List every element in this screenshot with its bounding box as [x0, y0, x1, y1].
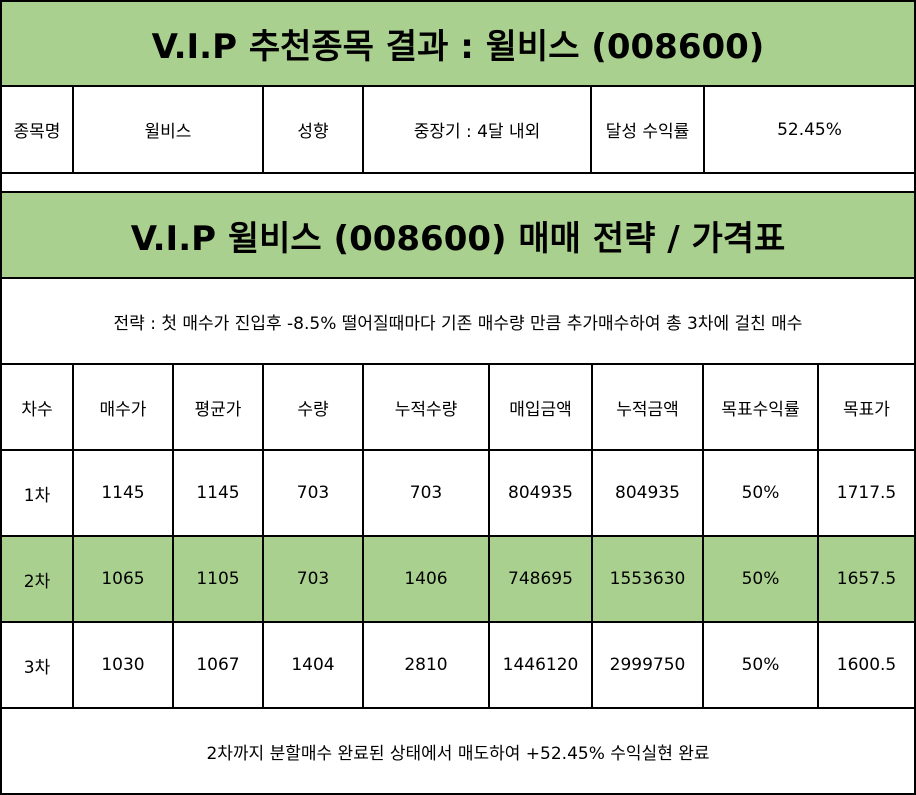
result-note: 2차까지 분할매수 완료된 상태에서 매도하여 +52.45% 수익실현 완료: [206, 743, 710, 764]
table-cell: 1030: [74, 623, 174, 707]
return-label: 달성 수익률: [592, 87, 705, 172]
table-cell: 1600.5: [836, 655, 897, 675]
column-header: 누적금액: [593, 365, 704, 449]
table-cell: 804935: [593, 451, 704, 535]
column-header: 평균가: [174, 365, 264, 449]
table-cell: 1145: [174, 451, 264, 535]
table-cell: 50%: [704, 623, 819, 707]
table-cell: 1067: [174, 623, 264, 707]
style-label: 성향: [264, 87, 364, 172]
table-cell: 1차: [2, 451, 74, 535]
column-header: 수량: [264, 365, 364, 449]
table-cell: 703: [264, 537, 364, 621]
stock-name-label: 종목명: [2, 87, 74, 172]
table-cell: 703: [264, 451, 364, 535]
table-row: 1차 1145 1145 703 703 804935 804935 50% 1…: [0, 451, 916, 537]
column-header: 목표가: [843, 399, 890, 420]
table-cell: 2차: [2, 537, 74, 621]
main-title: V.I.P 추천종목 결과 : 윌비스 (008600): [151, 27, 765, 67]
table-row-highlighted: 2차 1065 1105 703 1406 748695 1553630 50%…: [0, 537, 916, 623]
table-cell: 703: [364, 451, 490, 535]
table-cell: 1406: [364, 537, 490, 621]
column-header: 매입금액: [490, 365, 593, 449]
strategy-text: 전략 : 첫 매수가 진입후 -8.5% 떨어질때마다 기존 매수량 만큼 추가…: [113, 313, 803, 334]
table-row: 3차 1030 1067 1404 2810 1446120 2999750 5…: [0, 623, 916, 709]
table-cell: 2999750: [593, 623, 704, 707]
main-title-bar: V.I.P 추천종목 결과 : 윌비스 (008600): [0, 0, 916, 87]
column-header: 목표수익률: [704, 365, 819, 449]
table-cell: 1145: [74, 451, 174, 535]
strategy-title: V.I.P 윌비스 (008600) 매매 전략 / 가격표: [130, 218, 786, 259]
table-cell: 748695: [490, 537, 593, 621]
table-cell: 2810: [364, 623, 490, 707]
table-cell: 50%: [704, 451, 819, 535]
table-cell: 1404: [264, 623, 364, 707]
table-cell: 1717.5: [836, 483, 897, 503]
strategy-row: 전략 : 첫 매수가 진입후 -8.5% 떨어질때마다 기존 매수량 만큼 추가…: [0, 279, 916, 365]
table-cell: 1446120: [490, 623, 593, 707]
table-cell: 804935: [490, 451, 593, 535]
info-row: 종목명 윌비스 성향 중장기 : 4달 내외 달성 수익률 52.45%: [0, 87, 916, 174]
table-cell: 1105: [174, 537, 264, 621]
column-header: 매수가: [74, 365, 174, 449]
column-header: 누적수량: [364, 365, 490, 449]
table-cell: 1657.5: [836, 569, 897, 589]
table-cell: 50%: [704, 537, 819, 621]
return-value: 52.45%: [777, 119, 842, 140]
column-header: 차수: [2, 365, 74, 449]
table-cell: 1553630: [593, 537, 704, 621]
table-header-row: 차수 매수가 평균가 수량 누적수량 매입금액 누적금액 목표수익률 목표가: [0, 365, 916, 451]
result-note-row: 2차까지 분할매수 완료된 상태에서 매도하여 +52.45% 수익실현 완료: [0, 709, 916, 795]
style-value: 중장기 : 4달 내외: [364, 87, 592, 172]
table-cell: 3차: [2, 623, 74, 707]
strategy-title-bar: V.I.P 윌비스 (008600) 매매 전략 / 가격표: [0, 193, 916, 279]
stock-name-value: 윌비스: [74, 87, 264, 172]
spacer-row: [0, 174, 916, 193]
table-cell: 1065: [74, 537, 174, 621]
